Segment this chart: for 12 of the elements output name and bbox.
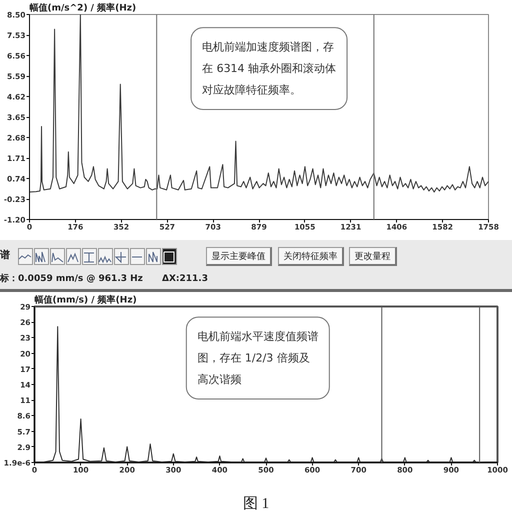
text: 关闭特征频率: [278, 247, 344, 266]
line-series: [30, 14, 488, 193]
text: 更改量程: [349, 247, 397, 266]
text: ΔX:211.3: [162, 273, 208, 286]
y-axis-title: 幅值(mm/s) / 频率(Hz): [34, 294, 137, 306]
caption: 图 1: [242, 495, 270, 514]
text: 谱: [0, 249, 10, 263]
annotation: 电机前端加速度频谱图，存在 6314 轴承外圈和滚动体对应故障特征频率。: [202, 40, 336, 97]
annotation: 电机前端水平速度值频谱图，存在 1/2/3 倍频及高次谐频: [197, 330, 318, 386]
text: 标：0.0059 mm/s @ 961.3 Hz: [0, 273, 143, 286]
text: 显示主要峰值: [206, 247, 272, 266]
y-axis-title: 幅值(m/s^2) / 频率(Hz): [30, 2, 136, 14]
